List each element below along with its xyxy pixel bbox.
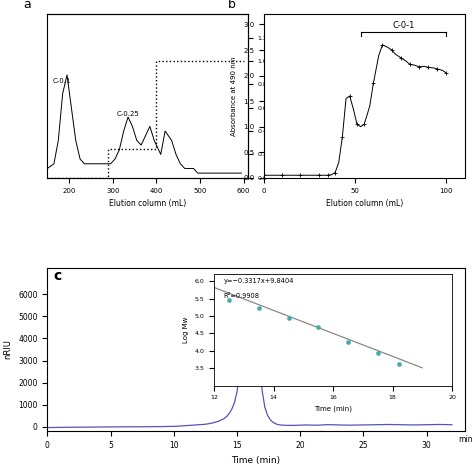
Y-axis label: Concentration of NaCl (mol/L): Concentration of NaCl (mol/L)	[282, 46, 288, 146]
X-axis label: Time (min): Time (min)	[231, 456, 281, 465]
Text: C-0.1: C-0.1	[53, 78, 71, 84]
Text: b: b	[228, 0, 236, 11]
Text: C-0.25: C-0.25	[117, 111, 139, 117]
Y-axis label: Absorbance at 490 nm: Absorbance at 490 nm	[231, 56, 237, 136]
Text: C-0-1: C-0-1	[392, 21, 415, 30]
X-axis label: Elution column (mL): Elution column (mL)	[326, 199, 403, 208]
Text: min: min	[458, 435, 473, 444]
Text: c: c	[54, 269, 62, 283]
Text: a: a	[23, 0, 31, 11]
Y-axis label: nRIU: nRIU	[4, 339, 13, 359]
X-axis label: Elution column (mL): Elution column (mL)	[109, 199, 186, 208]
